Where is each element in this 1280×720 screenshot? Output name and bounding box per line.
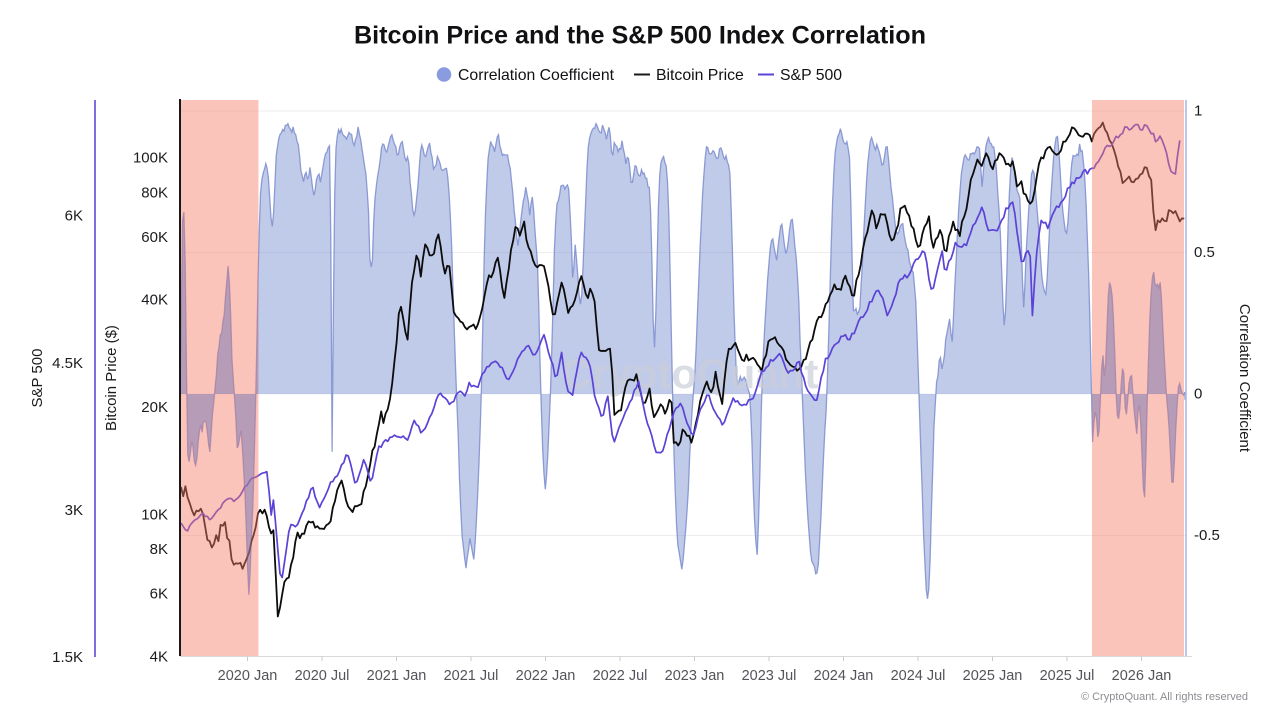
svg-text:2025 Jan: 2025 Jan (963, 668, 1023, 684)
svg-text:2023 Jul: 2023 Jul (742, 668, 797, 684)
svg-text:0: 0 (1194, 386, 1202, 403)
svg-text:40K: 40K (141, 292, 168, 309)
svg-text:© CryptoQuant. All rights rese: © CryptoQuant. All rights reserved (1081, 691, 1248, 703)
svg-text:2024 Jan: 2024 Jan (814, 668, 874, 684)
svg-text:Bitcoin Price and the S&P 500: Bitcoin Price and the S&P 500 Index Corr… (354, 22, 926, 50)
svg-text:4.5K: 4.5K (52, 355, 83, 372)
svg-text:-0.5: -0.5 (1194, 527, 1220, 544)
svg-text:6K: 6K (65, 208, 83, 225)
svg-text:1: 1 (1194, 103, 1202, 120)
svg-text:2022 Jul: 2022 Jul (593, 668, 648, 684)
svg-text:20K: 20K (141, 399, 168, 416)
svg-text:2024 Jul: 2024 Jul (891, 668, 946, 684)
svg-text:2025 Jul: 2025 Jul (1040, 668, 1095, 684)
svg-text:2021 Jul: 2021 Jul (444, 668, 499, 684)
svg-text:4K: 4K (150, 648, 168, 665)
svg-text:Bitcoin Price ($): Bitcoin Price ($) (103, 325, 120, 431)
svg-text:60K: 60K (141, 229, 168, 246)
svg-text:2020 Jan: 2020 Jan (218, 668, 278, 684)
svg-text:CryptoQuant: CryptoQuant (562, 350, 819, 397)
svg-text:Bitcoin Price: Bitcoin Price (656, 67, 744, 84)
svg-text:Correlation Coefficient: Correlation Coefficient (458, 67, 615, 84)
svg-text:2020 Jul: 2020 Jul (295, 668, 350, 684)
svg-text:Correlation Coefficient: Correlation Coefficient (1236, 304, 1253, 453)
svg-text:8K: 8K (150, 541, 168, 558)
svg-text:80K: 80K (141, 184, 168, 201)
svg-text:0.5: 0.5 (1194, 244, 1215, 261)
svg-text:2023 Jan: 2023 Jan (665, 668, 725, 684)
svg-text:S&P 500: S&P 500 (29, 349, 46, 408)
svg-text:10K: 10K (141, 506, 168, 523)
svg-text:2021 Jan: 2021 Jan (367, 668, 427, 684)
svg-text:2022 Jan: 2022 Jan (516, 668, 576, 684)
svg-text:100K: 100K (133, 150, 168, 167)
svg-text:1.5K: 1.5K (52, 649, 83, 666)
svg-text:S&P 500: S&P 500 (780, 67, 842, 84)
svg-text:3K: 3K (65, 502, 83, 519)
svg-text:6K: 6K (150, 586, 168, 603)
svg-text:2026 Jan: 2026 Jan (1112, 668, 1172, 684)
